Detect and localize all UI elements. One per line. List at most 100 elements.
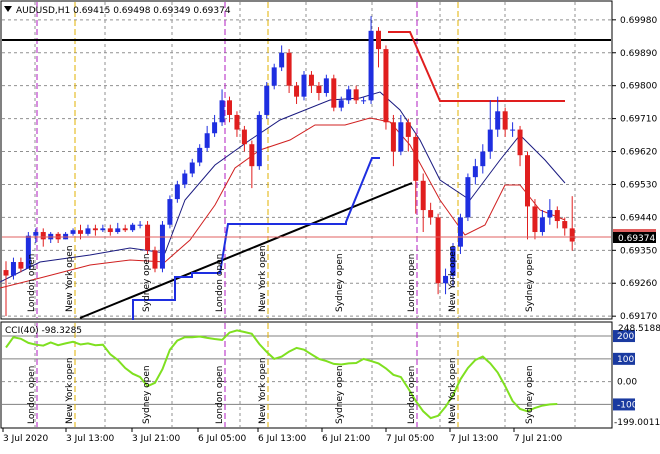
candle-body <box>338 100 344 108</box>
hidden-marker-strip <box>613 229 656 232</box>
price-tick-label: 0.69800 <box>620 82 657 92</box>
candle-body <box>294 85 300 97</box>
candle-body <box>18 262 24 269</box>
time-tick-label: 6 Jul 13:00 <box>258 434 307 444</box>
candle-body <box>398 122 404 152</box>
candle-body <box>286 52 292 86</box>
session-label-price: London open <box>407 254 417 312</box>
price-tick-label: 0.69530 <box>620 180 657 190</box>
session-label-indicator: New York open <box>65 357 75 424</box>
candle-body <box>487 129 493 152</box>
price-tick-label: 0.69350 <box>620 246 657 256</box>
session-label-price: New York open <box>258 245 268 312</box>
candle-body <box>152 250 158 269</box>
cci-bottom-value: -199.0011 <box>614 418 660 428</box>
candle-body <box>450 246 456 276</box>
candle-body <box>219 100 225 123</box>
triangle-down-icon[interactable] <box>4 6 12 12</box>
session-label-indicator: Sydney open <box>335 365 345 424</box>
candle-body <box>70 230 76 234</box>
session-label-indicator: Sydney open <box>525 365 535 424</box>
candle-body <box>383 49 389 123</box>
candle-body <box>145 224 151 251</box>
candle-body <box>308 74 314 86</box>
candle-body <box>539 217 545 233</box>
candle-body <box>472 166 478 178</box>
candle-body <box>182 173 188 185</box>
candle-body <box>249 144 255 167</box>
candle-body <box>10 262 16 276</box>
session-label-price: Sydney open <box>525 253 535 312</box>
candle-body <box>517 129 523 156</box>
time-tick-label: 6 Jul 05:00 <box>198 434 247 444</box>
trend-line[interactable] <box>79 182 413 319</box>
cci-top-value: 248.5188 <box>618 324 660 334</box>
time-tick-label: 7 Jul 05:00 <box>386 434 435 444</box>
candle-body <box>234 114 240 130</box>
price-axis: 0.69980 0.69890 0.69800 0.69710 0.69620 0.695… <box>612 16 657 322</box>
candle-body <box>435 217 441 284</box>
time-tick-label: 7 Jul 13:00 <box>450 434 499 444</box>
price-tick-label: 0.69980 <box>620 16 657 26</box>
chart-header: AUDUSD,H1 0.69415 0.69498 0.69349 0.6937… <box>16 6 231 16</box>
candle-body <box>428 210 434 218</box>
price-tick-label: 0.69170 <box>620 312 657 322</box>
session-label-indicator: New York open <box>258 357 268 424</box>
time-tick-label: 6 Jul 21:00 <box>322 434 371 444</box>
price-tick-label: 0.69890 <box>620 49 657 59</box>
candle-body <box>376 30 381 50</box>
session-label-price: New York open <box>65 245 75 312</box>
candle-body <box>547 210 553 218</box>
candle-body <box>510 129 516 131</box>
candle-body <box>495 111 501 130</box>
candle-body <box>353 89 359 101</box>
candle-body <box>405 122 411 137</box>
candle-body <box>569 228 575 242</box>
candle-body <box>390 122 396 152</box>
candle-body <box>413 136 419 181</box>
candle-body <box>279 52 285 68</box>
candle-body <box>130 224 136 231</box>
candle-body <box>115 228 121 233</box>
cci-level-badge <box>613 352 635 365</box>
session-label-price: New York open <box>448 245 458 312</box>
candle-body <box>174 184 180 200</box>
cci-level-label: 200 <box>617 332 634 342</box>
candle-body <box>420 180 426 211</box>
session-label-indicator: New York open <box>448 357 458 424</box>
indicator-axis: 200 100 0.00 -100 248.5188 -199.0011 <box>613 324 660 428</box>
session-label-price: London open <box>27 254 37 312</box>
time-tick-label: 3 Jul 2020 <box>3 434 48 444</box>
indicator-label: CCI(40) -98.3285 <box>5 326 82 336</box>
candle-body <box>204 133 210 148</box>
candle-body <box>122 228 128 231</box>
cci-level-badge <box>613 330 635 343</box>
candle-body <box>107 228 113 233</box>
candle-body <box>532 206 538 233</box>
red-channel-line <box>388 31 565 102</box>
moving-average-fast <box>0 91 566 283</box>
candle-body <box>301 74 307 97</box>
price-tick-label: 0.69710 <box>620 115 657 125</box>
candle-body <box>78 230 83 234</box>
session-label-indicator: Sydney open <box>142 365 152 424</box>
candle-body <box>167 199 173 225</box>
blue-step-line <box>132 157 380 320</box>
candle-body <box>197 147 203 163</box>
session-label-indicator: London open <box>215 366 225 424</box>
time-tick-label: 7 Jul 21:00 <box>514 434 563 444</box>
candle-body <box>33 232 39 236</box>
moving-average-slow <box>0 117 566 289</box>
cci-level-label: 100 <box>617 355 634 365</box>
cci-level-label: -100 <box>617 400 638 410</box>
current-price-value: 0.69374 <box>618 234 655 244</box>
session-label-indicator: London open <box>407 366 417 424</box>
current-price-badge <box>613 231 656 243</box>
candle-body <box>316 85 322 93</box>
candle-body <box>3 270 9 276</box>
candle-body <box>331 78 337 108</box>
time-tick-label: 3 Jul 13:00 <box>66 434 115 444</box>
candle-body <box>92 228 98 231</box>
